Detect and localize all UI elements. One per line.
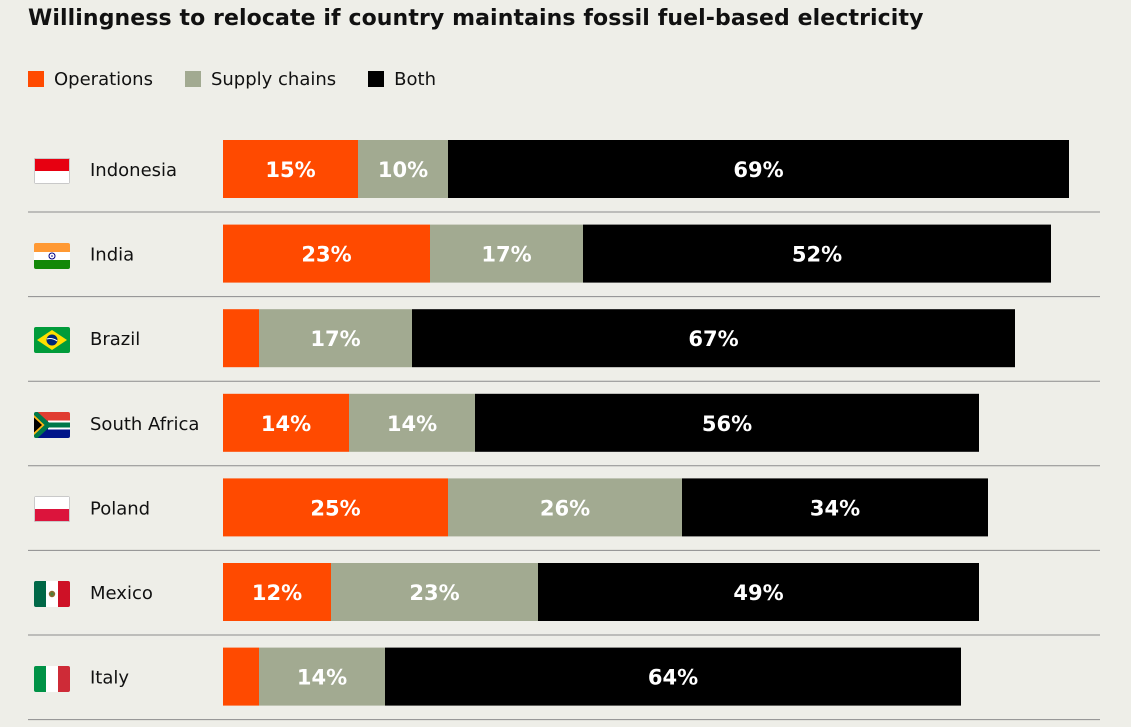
bar-segment-india-both (583, 224, 1051, 283)
category-label-poland: Poland (90, 498, 150, 519)
legend-swatch-both (368, 71, 385, 87)
data-label-south-africa-operations: 14% (261, 412, 311, 436)
data-label-south-africa-both: 56% (702, 412, 752, 436)
bar-segment-poland-operations (223, 478, 448, 537)
legend-label-operations: Operations (54, 68, 153, 90)
indonesia-flag-icon (34, 158, 70, 184)
legend: Operations Supply chains Both (28, 68, 468, 90)
bar-segment-south-africa-both (475, 393, 979, 452)
data-label-italy-both: 64% (648, 666, 698, 690)
poland-flag-icon (34, 496, 70, 522)
bar-segment-india-supply-chains (430, 224, 583, 283)
bar-segment-india-operations (223, 224, 430, 283)
data-label-poland-both: 34% (810, 496, 860, 520)
data-label-mexico-both: 49% (733, 581, 783, 605)
legend-item-supply-chains: Supply chains (184, 68, 337, 90)
category-label-mexico: Mexico (90, 583, 153, 604)
bar-segment-mexico-both (538, 563, 979, 621)
data-label-india-supply-chains: 17% (481, 243, 531, 267)
south-africa-flag-icon (34, 412, 70, 438)
data-label-italy-supply-chains: 14% (297, 666, 347, 690)
brazil-flag-icon (34, 327, 70, 353)
bar-segment-south-africa-operations (223, 393, 349, 452)
bar-segment-brazil-supply-chains (259, 309, 412, 368)
bar-segment-mexico-operations (223, 563, 331, 621)
data-label-india-both: 52% (792, 243, 842, 267)
bar-segment-italy-operations (223, 647, 259, 706)
legend-swatch-operations (28, 71, 44, 87)
india-flag-icon (34, 243, 70, 269)
italy-flag-icon (34, 666, 70, 692)
bar-segment-brazil-operations (223, 309, 259, 368)
category-label-indonesia: Indonesia (90, 160, 177, 181)
bar-segment-indonesia-operations (223, 140, 358, 198)
bar-segment-italy-supply-chains (259, 647, 385, 706)
data-label-mexico-operations: 12% (252, 581, 302, 605)
data-label-indonesia-supply-chains: 10% (378, 158, 428, 182)
data-label-brazil-both: 67% (688, 327, 738, 351)
category-label-brazil: Brazil (90, 329, 140, 350)
data-label-south-africa-supply-chains: 14% (387, 412, 437, 436)
legend-item-both: Both (368, 69, 436, 90)
bar-segment-indonesia-both (448, 140, 1069, 198)
data-label-indonesia-operations: 15% (265, 158, 315, 182)
bar-segment-poland-both (682, 478, 988, 537)
legend-label-supply-chains: Supply chains (210, 68, 337, 90)
data-label-mexico-supply-chains: 23% (409, 581, 459, 605)
data-label-indonesia-both: 69% (733, 158, 783, 182)
category-label-india: India (90, 245, 134, 266)
category-label-south-africa: South Africa (90, 414, 199, 435)
chart-title: Willingness to relocate if country maint… (28, 6, 924, 31)
data-label-poland-supply-chains: 26% (540, 496, 590, 520)
data-label-india-operations: 23% (301, 243, 351, 267)
legend-swatch-supply-chains (184, 71, 201, 87)
data-label-brazil-supply-chains: 17% (310, 327, 360, 351)
mexico-flag-icon (34, 581, 70, 607)
category-label-italy: Italy (90, 668, 129, 689)
legend-label-both: Both (394, 68, 436, 90)
bar-segment-mexico-supply-chains (331, 563, 538, 621)
data-label-poland-operations: 25% (310, 496, 360, 520)
bar-segment-south-africa-supply-chains (349, 393, 475, 452)
bar-segment-indonesia-supply-chains (358, 140, 448, 198)
bar-segment-italy-both (385, 647, 961, 706)
bar-segment-poland-supply-chains (448, 478, 682, 537)
bar-segment-brazil-both (412, 309, 1015, 368)
legend-item-operations: Operations (28, 69, 153, 90)
